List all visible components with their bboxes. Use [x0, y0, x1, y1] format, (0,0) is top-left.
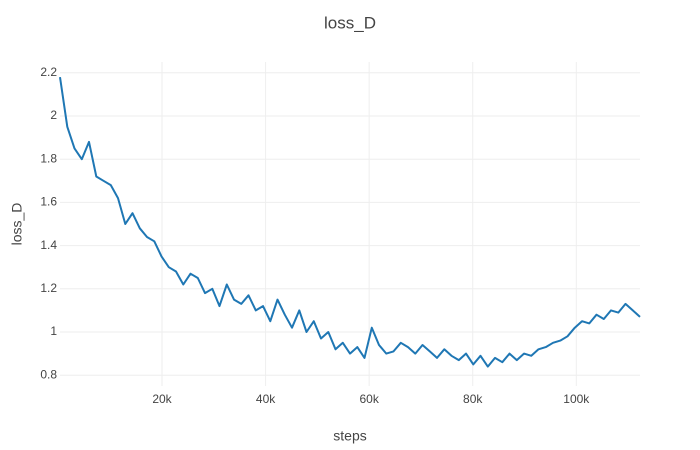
x-tick-label: 60k — [359, 392, 379, 406]
y-tick-label: 2.2 — [40, 65, 57, 79]
y-tick-label: 0.8 — [40, 367, 57, 381]
y-tick-label: 1 — [50, 324, 57, 338]
y-tick-label: 1.4 — [40, 238, 57, 252]
x-tick-label: 20k — [152, 392, 172, 406]
y-tick-label: 1.8 — [40, 151, 57, 165]
x-tick-label: 100k — [563, 392, 590, 406]
y-tick-label: 1.6 — [40, 195, 57, 209]
x-tick-label: 80k — [463, 392, 483, 406]
x-axis-title: steps — [333, 428, 366, 444]
y-axis-title: loss_D — [9, 203, 25, 246]
chart-title: loss_D — [324, 13, 376, 32]
x-tick-label: 40k — [256, 392, 276, 406]
y-tick-label: 2 — [50, 108, 57, 122]
data-line — [59, 76, 641, 368]
y-tick-label: 1.2 — [40, 281, 57, 295]
